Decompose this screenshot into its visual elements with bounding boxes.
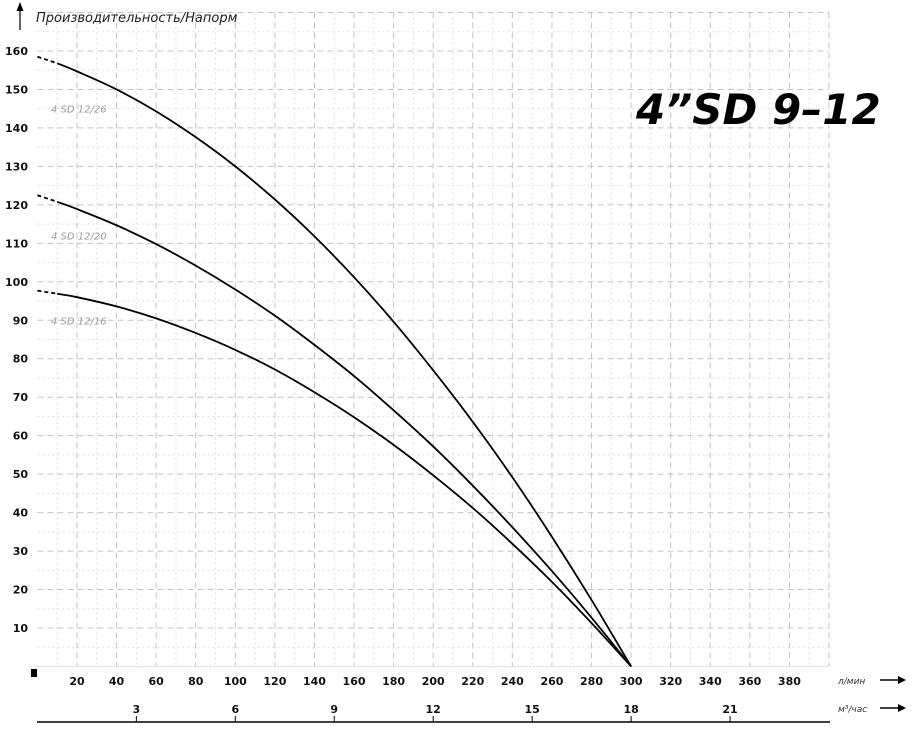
y-tick-label: 60	[13, 430, 29, 443]
y-tick-label: 80	[13, 353, 29, 366]
y-tick-label: 20	[13, 584, 29, 597]
y-tick-label: 50	[13, 468, 29, 481]
y-tick-label: 160	[5, 45, 28, 58]
x-axis-arrow-icon	[880, 676, 906, 684]
series-curve-dashed	[37, 194, 58, 203]
x2-axis-arrow-icon	[880, 704, 906, 712]
series-labels: 4 SD 12/26 4 SD 12/20 4 SD 12/16	[51, 105, 107, 328]
x-axis-ticks: 20 40 60 80 100 120 140 160 180 200 220 240 260 280 30…	[69, 675, 801, 688]
x-tick-label: 180	[382, 675, 405, 688]
x-tick-label: 20	[69, 675, 85, 688]
series-curve-dashed	[37, 289, 58, 295]
origin-marker	[31, 669, 37, 677]
y-tick-label: 110	[5, 237, 28, 250]
series-label: 4 SD 12/20	[51, 232, 107, 243]
series-label: 4 SD 12/16	[51, 316, 107, 327]
x-tick-label: 220	[461, 675, 484, 688]
grid	[37, 12, 830, 667]
x-axis-unit: л/мин	[837, 677, 865, 687]
series-label: 4 SD 12/26	[51, 105, 107, 116]
x2-tick-label: 6	[231, 703, 239, 716]
series-curve-dashed	[37, 55, 58, 65]
y-tick-label: 140	[5, 122, 28, 135]
x-tick-label: 60	[148, 675, 164, 688]
y-axis-arrow-icon	[16, 2, 24, 11]
x-tick-label: 120	[263, 675, 286, 688]
y-tick-label: 30	[13, 545, 29, 558]
x-tick-label: 260	[540, 675, 563, 688]
x-tick-label: 300	[620, 675, 643, 688]
x2-tick-label: 18	[623, 703, 638, 716]
x2-axis-unit: м³/час	[838, 705, 867, 715]
x2-tick-label: 9	[330, 703, 338, 716]
x-tick-label: 320	[659, 675, 682, 688]
y-tick-label: 150	[5, 83, 28, 96]
y-tick-label: 70	[13, 391, 29, 404]
x-tick-label: 360	[738, 675, 761, 688]
y-tick-label: 100	[5, 276, 28, 289]
x-tick-label: 140	[303, 675, 326, 688]
x-tick-label: 380	[778, 675, 801, 688]
y-tick-label: 40	[13, 507, 29, 520]
y-tick-label: 90	[13, 314, 29, 327]
x2-tick-label: 12	[426, 703, 441, 716]
x2-tick-label: 15	[524, 703, 539, 716]
chart-title: 4”SD 9–12	[635, 85, 881, 134]
y-tick-label: 120	[5, 199, 28, 212]
series-curve	[57, 292, 632, 668]
x-tick-label: 200	[422, 675, 445, 688]
x2-tick-label: 3	[133, 703, 141, 716]
x-tick-label: 40	[109, 675, 125, 688]
x-tick-label: 160	[343, 675, 366, 688]
series-curve	[56, 200, 632, 668]
curves	[37, 55, 632, 668]
series-curve	[56, 62, 632, 667]
y-tick-label: 10	[13, 622, 29, 635]
x-tick-label: 340	[699, 675, 722, 688]
x2-axis-ticks: 3 6 9 12 15 18 21	[133, 703, 738, 722]
x-tick-label: 240	[501, 675, 524, 688]
y-axis-ticks: 10 20 30 40 50 60 70 80 90 100 110 120 130 140 150 160	[5, 45, 28, 635]
x-tick-label: 80	[188, 675, 204, 688]
x-tick-label: 100	[224, 675, 247, 688]
y-tick-label: 130	[5, 160, 28, 173]
y-axis-label: Производительность/Напорм	[36, 11, 238, 26]
x-tick-label: 280	[580, 675, 603, 688]
x2-tick-label: 21	[722, 703, 737, 716]
